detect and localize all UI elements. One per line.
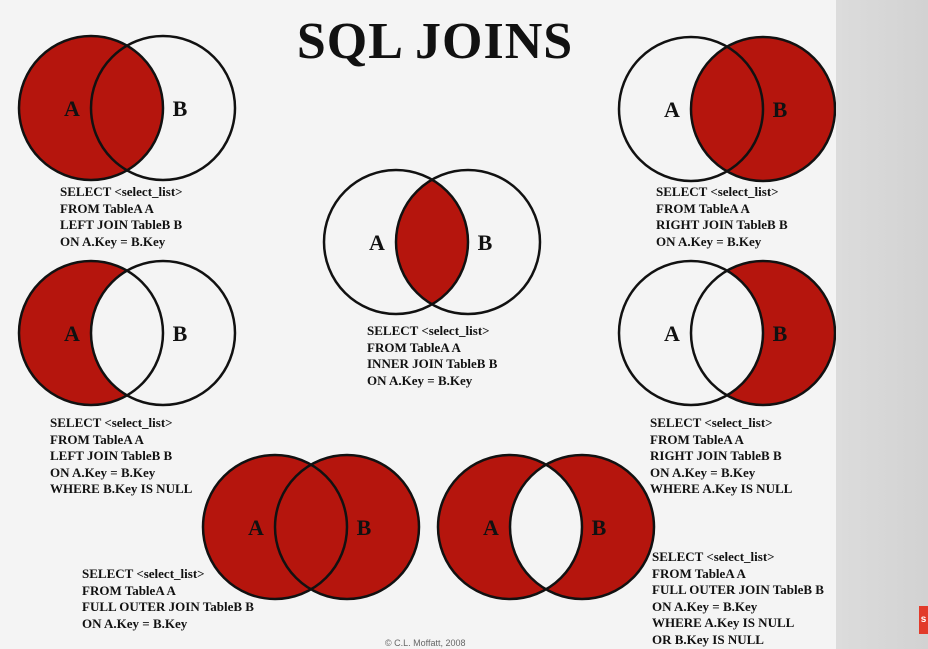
sql-line: WHERE A.Key IS NULL [650, 481, 793, 496]
intersection-region [91, 270, 163, 396]
sql-line: ON A.Key = B.Key [60, 233, 166, 249]
label-b: B [773, 321, 788, 346]
intersection-region [691, 46, 763, 172]
sql-line: FULL OUTER JOIN TableB B [652, 582, 824, 597]
sql-line: WHERE B.Key IS NULL [50, 481, 193, 496]
sql-line: WHERE A.Key IS NULL [652, 615, 795, 630]
video-margin [836, 0, 928, 649]
set-b-outline [394, 168, 542, 316]
copyright-note: © C.L. Moffatt, 2008 [385, 638, 466, 648]
set-a-outline [17, 34, 165, 182]
sql-right-anti-join: SELECT <select_list> FROM TableA A RIGHT J… [650, 415, 792, 498]
intersection-region [691, 270, 763, 396]
sql-line: FROM TableA A [652, 565, 746, 581]
sql-line: RIGHT JOIN TableB B [656, 217, 788, 232]
sql-line: ON A.Key = B.Key [50, 464, 156, 480]
set-a-outline [617, 259, 765, 407]
sql-line: SELECT <select_list> [367, 323, 490, 338]
sql-line: FROM TableA A [656, 200, 750, 216]
sql-line: FROM TableA A [82, 582, 176, 598]
sql-line: RIGHT JOIN TableB B [650, 448, 782, 463]
sql-line: FROM TableA A [50, 431, 144, 447]
sql-line: SELECT <select_list> [82, 566, 205, 581]
sql-line: ON A.Key = B.Key [650, 464, 756, 480]
sql-left-join: SELECT <select_list> FROM TableA A LEFT JO… [60, 184, 183, 250]
set-b-outline [689, 35, 836, 183]
set-a-outline [436, 453, 584, 601]
sql-line: LEFT JOIN TableB B [50, 448, 173, 463]
set-b-outline [508, 453, 656, 601]
sql-line: ON A.Key = B.Key [656, 233, 762, 249]
label-a: A [248, 515, 264, 540]
sql-line: SELECT <select_list> [60, 184, 183, 199]
label-a: A [369, 230, 385, 255]
label-a: A [64, 321, 80, 346]
set-a-outline [201, 453, 349, 601]
sql-line: ON A.Key = B.Key [367, 372, 473, 388]
intersection-region [510, 464, 582, 590]
intersection-region [91, 45, 163, 171]
sql-line: FROM TableA A [650, 431, 744, 447]
sql-line: SELECT <select_list> [50, 415, 173, 430]
label-b: B [173, 96, 188, 121]
sql-line: SELECT <select_list> [650, 415, 773, 430]
sql-line: LEFT JOIN TableB B [60, 217, 183, 232]
label-b: B [173, 321, 188, 346]
set-b-outline [689, 259, 836, 407]
label-b: B [357, 515, 372, 540]
label-a: A [664, 321, 680, 346]
label-b: B [478, 230, 493, 255]
sql-line: ON A.Key = B.Key [82, 615, 188, 631]
intersection-region [275, 464, 347, 590]
set-a-outline [17, 259, 165, 407]
sql-line: FULL OUTER JOIN TableB B [82, 599, 254, 614]
intersection-region [396, 179, 468, 305]
sql-right-join: SELECT <select_list> FROM TableA A RIGHT J… [656, 184, 788, 250]
set-a-outline [617, 35, 765, 183]
sql-inner-join: SELECT <select_list> FROM TableA A INNER J… [367, 323, 497, 389]
sql-line: OR B.Key IS NULL [652, 631, 764, 647]
sql-left-anti-join: SELECT <select_list> FROM TableA A LEFT JO… [50, 415, 192, 498]
venn-diagrams: A BA BA BA B A BA B A B [17, 34, 836, 601]
set-b-outline [89, 34, 237, 182]
sql-line: INNER JOIN TableB B [367, 356, 498, 371]
sql-line: SELECT <select_list> [656, 184, 779, 199]
sql-line: ON A.Key = B.Key [652, 598, 758, 614]
page-title: SQL JOINS [296, 13, 574, 70]
label-b: B [773, 97, 788, 122]
set-b-outline [89, 259, 237, 407]
sql-line: FROM TableA A [367, 339, 461, 355]
sql-full-outer-join: SELECT <select_list> FROM TableA A FULL OU… [82, 566, 254, 632]
sql-line: FROM TableA A [60, 200, 154, 216]
corner-badge: s [919, 606, 928, 634]
set-b-outline [273, 453, 421, 601]
label-a: A [483, 515, 499, 540]
sql-line: SELECT <select_list> [652, 549, 775, 564]
set-a-outline [322, 168, 470, 316]
label-a: A [64, 96, 80, 121]
label-b: B [592, 515, 607, 540]
sql-full-outer-anti-join: SELECT <select_list> FROM TableA A FULL OU… [652, 549, 824, 648]
label-a: A [664, 97, 680, 122]
